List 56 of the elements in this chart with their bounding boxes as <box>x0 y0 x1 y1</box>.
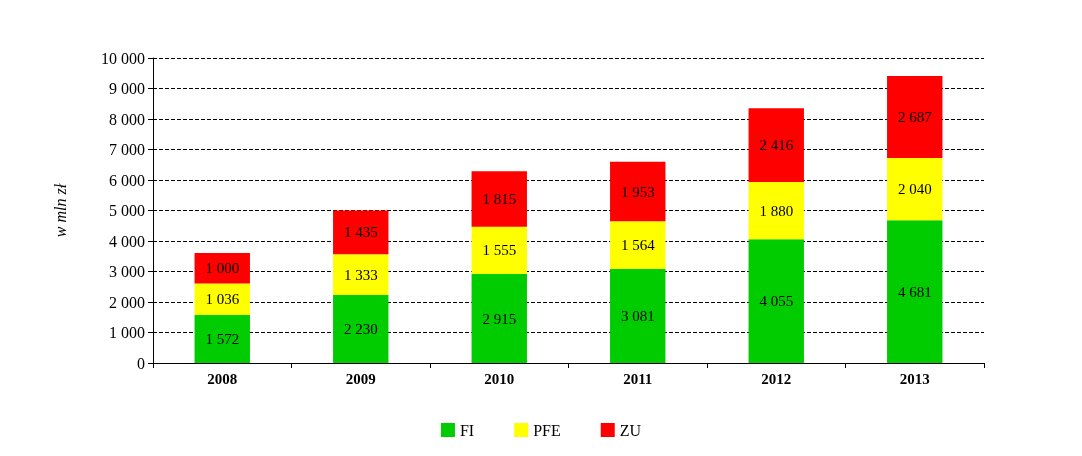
legend-label: ZU <box>619 421 642 439</box>
y-tick-label: 3 000 <box>109 263 145 280</box>
data-label: 1 953 <box>620 183 655 200</box>
bar <box>610 161 666 222</box>
bar <box>887 76 943 159</box>
data-label: 1 815 <box>482 190 517 207</box>
bar <box>333 254 389 295</box>
y-tick-label: 7 000 <box>109 141 145 158</box>
y-tick-label: 0 <box>137 354 145 372</box>
data-label: 4 681 <box>897 283 932 300</box>
data-label: 4 055 <box>759 293 794 310</box>
data-label: 2 687 <box>897 109 933 126</box>
x-tick-label: 2010 <box>484 370 515 387</box>
data-label: 3 081 <box>620 308 655 325</box>
legend-label: PFE <box>533 421 561 439</box>
bar <box>610 269 666 363</box>
y-tick-label: 6 000 <box>109 171 145 189</box>
bar <box>194 315 250 363</box>
y-tick-label: 10 000 <box>101 49 145 67</box>
bar <box>887 158 943 221</box>
bar <box>887 220 943 363</box>
data-label: 1 572 <box>205 331 240 348</box>
bar <box>748 181 804 240</box>
x-tick-label: 2011 <box>623 370 653 387</box>
data-label: 1 036 <box>205 291 240 308</box>
data-label: 1 880 <box>759 202 794 219</box>
data-label: 2 230 <box>343 320 378 337</box>
x-tick-label: 2008 <box>207 370 238 387</box>
x-tick-label: 2009 <box>345 370 376 387</box>
y-tick-label: 9 000 <box>109 80 145 97</box>
x-tick-label: 2012 <box>761 370 792 387</box>
y-tick-label: 1 000 <box>109 324 145 341</box>
data-label: 1 000 <box>205 260 240 277</box>
data-label: 1 435 <box>343 224 378 241</box>
data-label: 2 040 <box>897 181 932 198</box>
data-label: 1 333 <box>343 266 378 283</box>
legend-label: FI <box>459 421 475 439</box>
bar <box>333 294 389 363</box>
bar <box>471 226 527 275</box>
x-tick-label: 2013 <box>899 370 930 387</box>
y-tick-label: 4 000 <box>109 232 145 250</box>
bar <box>610 221 666 270</box>
y-tick-label: 8 000 <box>109 110 145 128</box>
bar <box>471 274 527 363</box>
bar <box>333 210 389 255</box>
data-label: 2 915 <box>482 310 517 327</box>
bar <box>471 171 527 227</box>
bar <box>194 283 250 316</box>
bar <box>748 239 804 363</box>
bar <box>748 108 804 182</box>
data-label: 1 564 <box>620 237 656 254</box>
data-label: 1 555 <box>482 242 517 259</box>
y-tick-label: 2 000 <box>109 293 145 311</box>
data-label: 2 416 <box>759 137 794 154</box>
y-tick-label: 5 000 <box>109 202 145 219</box>
y-axis-title: w mln zł <box>51 183 69 238</box>
